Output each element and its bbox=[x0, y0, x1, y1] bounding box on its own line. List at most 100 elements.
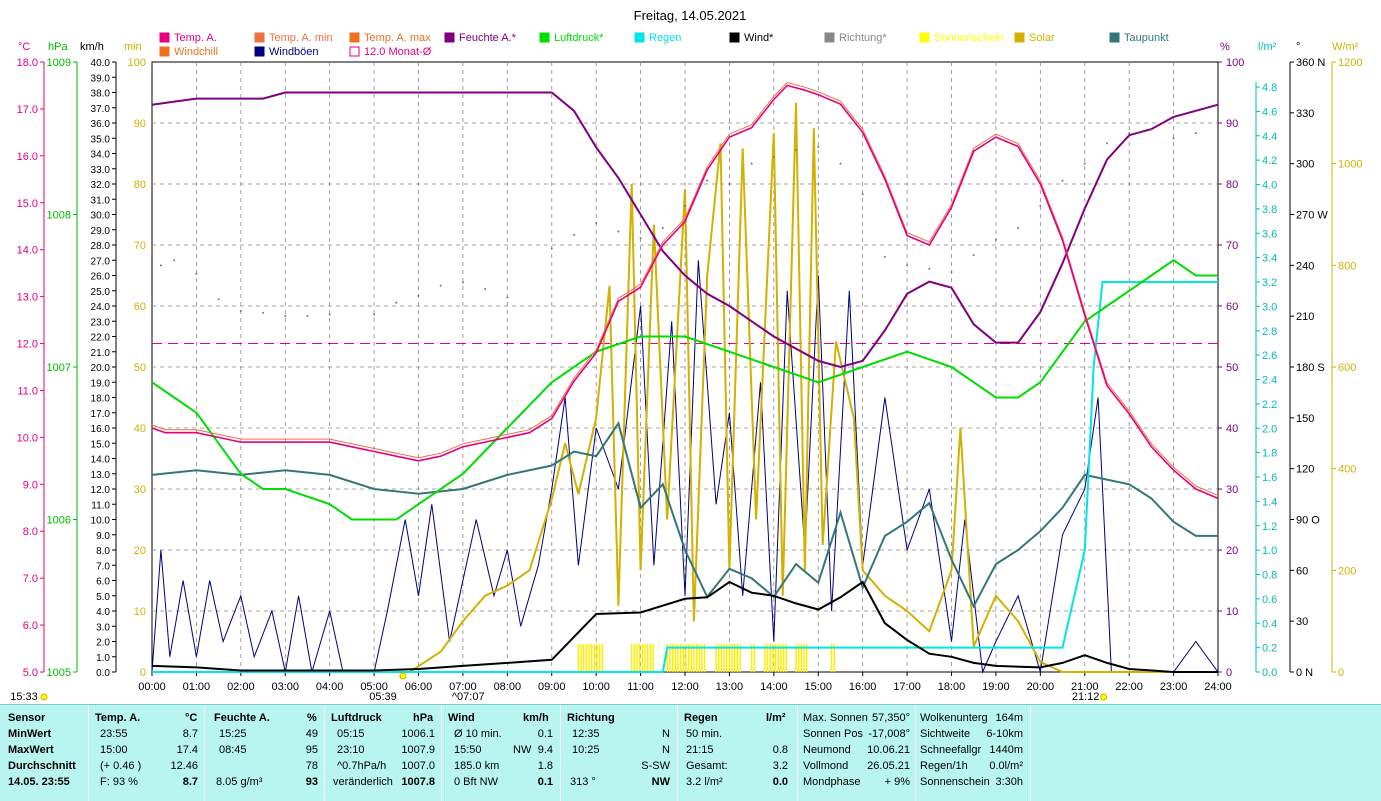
dir-tick-1: 330 bbox=[1296, 108, 1314, 120]
x-tick-21: 21:00 bbox=[1071, 681, 1099, 693]
solar-tick-0: 1200 bbox=[1338, 57, 1362, 69]
weather-chart: Freitag, 14.05.2021 Temp. A. Temp. A. min T… bbox=[10, 8, 1362, 703]
hdr-temp-unit: °C bbox=[185, 712, 198, 724]
dir-tick-11: 30 bbox=[1296, 616, 1308, 628]
rain-tick-24: 0.0 bbox=[1262, 667, 1277, 679]
avg-temp-delta: (+ 0.46 ) bbox=[100, 760, 142, 772]
temp-tick-5: 13.0 bbox=[17, 292, 38, 304]
legend-label-4: Luftdruck* bbox=[554, 32, 604, 44]
direction-dot-42 bbox=[1128, 132, 1131, 135]
dir-tick-3: 270 W bbox=[1296, 210, 1328, 222]
min-rain-label: 50 min. bbox=[686, 728, 723, 740]
astro-3-label: Vollmond bbox=[803, 760, 849, 772]
wind-tick-3: 37.0 bbox=[91, 104, 111, 115]
max-wind-val: 9.4 bbox=[537, 744, 553, 756]
x-tick-20: 20:00 bbox=[1027, 681, 1055, 693]
astro-2-label: Neumond bbox=[803, 744, 851, 756]
astro-3-val: 26.05.21 bbox=[867, 760, 910, 772]
wind-tick-6: 34.0 bbox=[91, 150, 111, 161]
rain-tick-1: 4.6 bbox=[1262, 106, 1277, 118]
max-hum-time: 08:45 bbox=[219, 744, 247, 756]
max-press-time: 23:10 bbox=[337, 744, 365, 756]
press-tick-3: 1006 bbox=[47, 515, 71, 527]
extra-1-label: Sichtweite bbox=[920, 728, 971, 740]
wind-tick-32: 8.0 bbox=[96, 546, 110, 557]
wind-tick-24: 16.0 bbox=[91, 424, 111, 435]
legend-swatch-0 bbox=[159, 32, 170, 43]
row-min-label: MinWert bbox=[8, 728, 52, 740]
wind-tick-9: 31.0 bbox=[91, 195, 111, 206]
hum-tick-8: 20 bbox=[1226, 545, 1238, 557]
cur-abs-hum: 8.05 g/m³ bbox=[216, 776, 263, 788]
max-wind-dir: NW bbox=[513, 744, 532, 756]
direction-dot-25 bbox=[750, 162, 753, 165]
direction-dot-3 bbox=[217, 298, 220, 301]
row-avg-label: Durchschnitt bbox=[8, 760, 76, 772]
min-temp-time: 23:55 bbox=[100, 728, 128, 740]
x-tick-16: 16:00 bbox=[849, 681, 877, 693]
legend-swatch-3 bbox=[444, 32, 455, 43]
series bbox=[151, 81, 1219, 674]
humidity-line bbox=[151, 91, 1219, 369]
min-temp-val: 8.7 bbox=[182, 728, 198, 740]
dir-tick-10: 60 bbox=[1296, 565, 1308, 577]
cur-wind-val: 0.1 bbox=[537, 776, 553, 788]
legend-label-3: Feuchte A.* bbox=[459, 32, 517, 44]
legend-swatch-6 bbox=[729, 32, 740, 43]
legend-label-8: Sonnenschein bbox=[934, 32, 1004, 44]
wind-tick-14: 26.0 bbox=[91, 272, 111, 283]
direction-dot-24 bbox=[728, 183, 731, 185]
sunmin-tick-5: 50 bbox=[134, 362, 146, 374]
direction-dot-5 bbox=[262, 311, 265, 314]
direction-dot-43 bbox=[1150, 128, 1153, 131]
direction-dot-12 bbox=[439, 284, 442, 287]
rain-tick-11: 2.6 bbox=[1262, 350, 1277, 362]
wind-tick-0: 40.0 bbox=[91, 58, 111, 69]
direction-dot-45 bbox=[1194, 132, 1197, 135]
wind-tick-13: 27.0 bbox=[91, 256, 111, 267]
direction-dot-9 bbox=[373, 313, 376, 316]
solar-tick-1: 1000 bbox=[1338, 159, 1362, 171]
unit-temp: °C bbox=[18, 41, 30, 53]
x-tick-8: 08:00 bbox=[494, 681, 522, 693]
hum-tick-7: 30 bbox=[1226, 484, 1238, 496]
max-temp-val: 17.4 bbox=[176, 744, 198, 756]
extra-2-val: 1440m bbox=[989, 744, 1023, 756]
unit-solar: W/m² bbox=[1332, 41, 1359, 53]
legend-label-12: Windböen bbox=[269, 46, 319, 58]
temp-tick-8: 10.0 bbox=[17, 432, 38, 444]
row-max-label: MaxWert bbox=[8, 744, 54, 756]
x-tick-1: 01:00 bbox=[183, 681, 211, 693]
hum-tick-9: 10 bbox=[1226, 606, 1238, 618]
legend-swatch-2 bbox=[349, 32, 360, 43]
hum-tick-2: 80 bbox=[1226, 179, 1238, 191]
solar-line bbox=[152, 102, 1218, 673]
hum-tick-3: 70 bbox=[1226, 240, 1238, 252]
press-tick-0: 1009 bbox=[47, 57, 71, 69]
rain-tick-13: 2.2 bbox=[1262, 399, 1277, 411]
legend-label-2: Temp. A. max bbox=[364, 32, 431, 44]
min-press-time: 05:15 bbox=[337, 728, 365, 740]
cur-dir-deg: 313 ° bbox=[570, 776, 596, 788]
rain-tick-15: 1.8 bbox=[1262, 448, 1277, 460]
legend-label-6: Wind* bbox=[744, 32, 774, 44]
x-tick-4: 04:00 bbox=[316, 681, 344, 693]
rain-tick-21: 0.6 bbox=[1262, 594, 1277, 606]
hum-tick-10: 0 bbox=[1226, 667, 1232, 679]
direction-dot-18 bbox=[595, 221, 598, 224]
wind-tick-38: 2.0 bbox=[96, 638, 110, 649]
direction-dot-37 bbox=[1017, 227, 1020, 230]
sunmin-tick-1: 90 bbox=[134, 118, 146, 130]
dir-tick-8: 120 bbox=[1296, 464, 1314, 476]
min-hum-time: 15:25 bbox=[219, 728, 247, 740]
avg-wind-distance: 185.0 km bbox=[454, 760, 500, 772]
avg-wind-val: 1.8 bbox=[537, 760, 553, 772]
hdr-temp: Temp. A. bbox=[95, 712, 141, 724]
statistics-panel: Sensor Temp. A. °C Feuchte A. % Luftdruc… bbox=[0, 704, 1381, 801]
x-tick-14: 14:00 bbox=[760, 681, 788, 693]
extra-1-val: 6-10km bbox=[986, 728, 1023, 740]
wind-tick-7: 33.0 bbox=[91, 165, 111, 176]
astro-4-val: + 9% bbox=[884, 776, 910, 788]
x-tick-18: 18:00 bbox=[938, 681, 966, 693]
direction-dot-40 bbox=[1083, 162, 1086, 165]
